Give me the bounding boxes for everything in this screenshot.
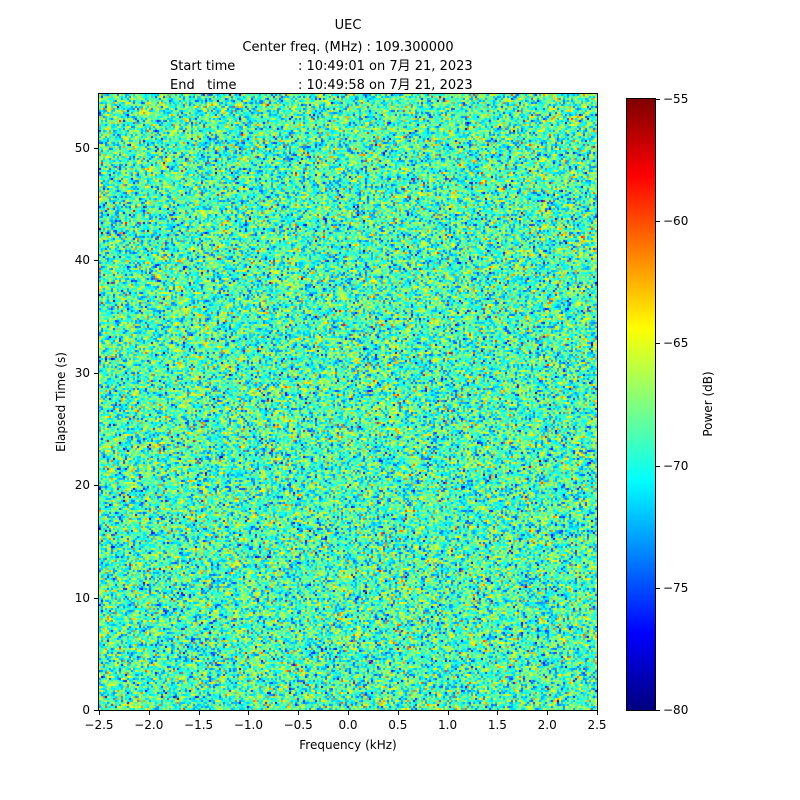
y-tick-mark (94, 148, 98, 149)
colorbar-tick-label: −75 (663, 580, 689, 595)
x-tick-label: −1.5 (184, 718, 214, 732)
y-tick-mark (94, 485, 98, 486)
y-tick-label: 40 (74, 253, 90, 268)
x-axis-label: Frequency (kHz) (299, 738, 397, 752)
colorbar-tick-label: −65 (663, 336, 689, 351)
y-tick-mark (94, 598, 98, 599)
colorbar-tick-mark (656, 99, 660, 100)
x-tick-label: 1.0 (438, 718, 458, 732)
x-tick-mark (547, 711, 548, 715)
x-tick-mark (398, 711, 399, 715)
spectrogram-canvas (99, 94, 597, 710)
colorbar-tick-mark (656, 466, 660, 467)
end-time-label: End time (170, 78, 237, 93)
x-tick-mark (448, 711, 449, 715)
x-tick-label: 1.5 (487, 718, 507, 732)
y-tick-label: 20 (74, 478, 90, 493)
x-tick-mark (298, 711, 299, 715)
y-tick-mark (94, 710, 98, 711)
x-tick-label: 0.5 (388, 718, 408, 732)
x-tick-mark (99, 711, 100, 715)
x-tick-label: 0.0 (338, 718, 358, 732)
colorbar (626, 98, 656, 711)
x-tick-label: −2.5 (84, 718, 114, 732)
colorbar-tick-label: −80 (663, 703, 689, 717)
y-tick-label: 10 (74, 590, 90, 605)
colorbar-tick-label: −70 (663, 458, 689, 473)
colorbar-tick-mark (656, 588, 660, 589)
x-tick-mark (149, 711, 150, 715)
x-tick-mark (348, 711, 349, 715)
page-title: UEC (334, 18, 362, 33)
x-tick-mark (248, 711, 249, 715)
colorbar-tick-mark (656, 343, 660, 344)
x-tick-mark (597, 711, 598, 715)
colorbar-canvas (627, 99, 655, 710)
y-axis-label: Elapsed Time (s) (54, 352, 68, 452)
x-tick-mark (199, 711, 200, 715)
x-tick-mark (497, 711, 498, 715)
colorbar-tick-label: −60 (663, 214, 689, 229)
x-tick-label: −1.0 (233, 718, 263, 732)
colorbar-label: Power (dB) (701, 371, 715, 437)
y-tick-mark (94, 373, 98, 374)
x-tick-label: 2.0 (537, 718, 557, 732)
colorbar-tick-mark (656, 221, 660, 222)
y-tick-label: 0 (82, 703, 90, 717)
center-frequency-line: Center freq. (MHz) : 109.300000 (242, 40, 454, 55)
x-tick-label: −2.0 (134, 718, 164, 732)
y-tick-label: 50 (74, 140, 90, 155)
y-tick-mark (94, 260, 98, 261)
plot-area (98, 93, 598, 711)
x-tick-label: −0.5 (283, 718, 313, 732)
end-time-value: : 10:49:58 on 7月 21, 2023 (298, 78, 473, 93)
colorbar-tick-label: −55 (663, 92, 689, 106)
y-tick-label: 30 (74, 365, 90, 380)
start-time-label: Start time (170, 59, 236, 74)
colorbar-tick-mark (656, 710, 660, 711)
start-time-value: : 10:49:01 on 7月 21, 2023 (298, 59, 473, 74)
x-tick-label: 2.5 (587, 718, 607, 732)
